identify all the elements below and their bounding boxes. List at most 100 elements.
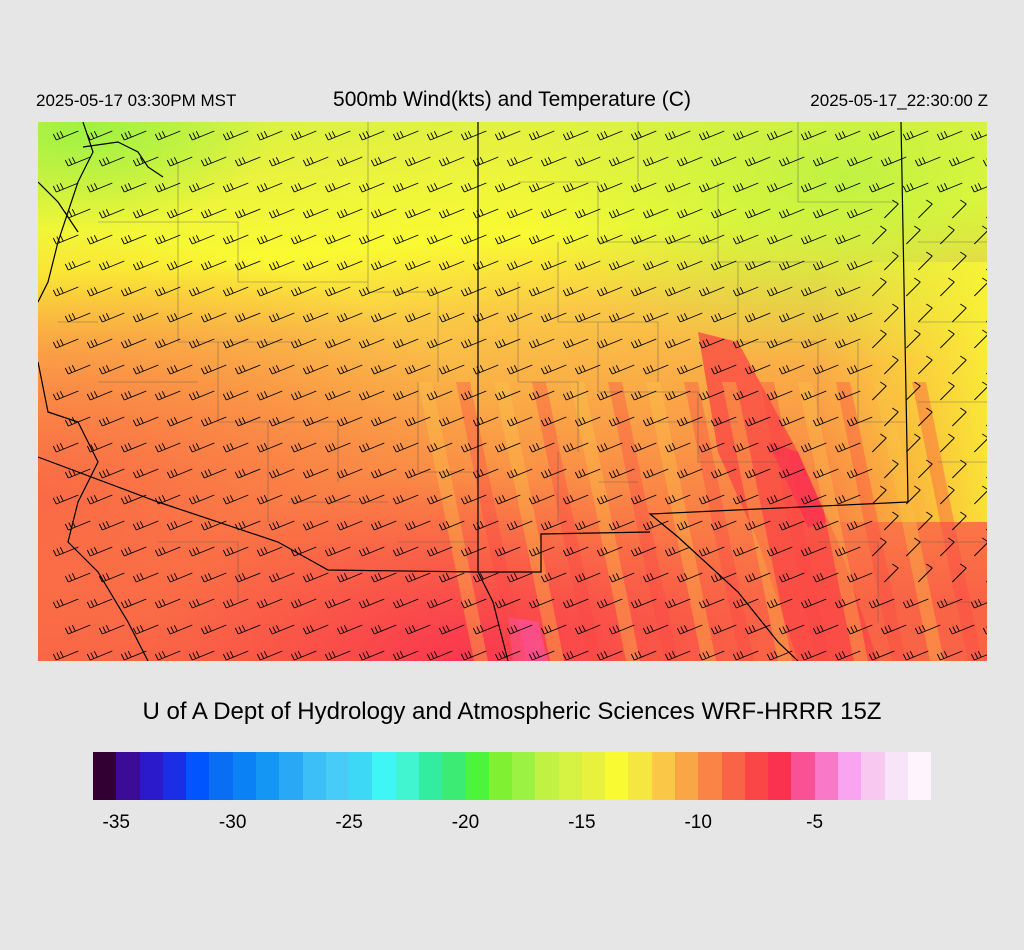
wind-barb — [812, 416, 839, 427]
wind-barb — [64, 468, 91, 479]
wind-barb — [120, 546, 147, 557]
wind-barb — [358, 234, 385, 245]
wind-barb — [812, 156, 839, 167]
wind-barb — [574, 312, 601, 323]
wind-barb — [200, 208, 227, 219]
wind-barb — [812, 468, 839, 479]
wind-barb — [846, 208, 873, 219]
wind-barb — [540, 624, 567, 635]
wind-barb — [426, 546, 453, 557]
wind-barb — [664, 546, 691, 557]
wind-barb — [426, 598, 453, 609]
wind-barb — [914, 156, 941, 167]
wind-barb — [871, 537, 887, 557]
wind-barb — [132, 312, 159, 323]
colorbar-swatch — [465, 752, 489, 800]
wind-barb — [200, 364, 227, 375]
wind-barb — [438, 624, 465, 635]
wind-barb — [200, 624, 227, 635]
wind-barb — [392, 286, 419, 297]
wind-barb — [630, 390, 657, 401]
wind-barb — [698, 494, 725, 505]
wind-barb — [642, 156, 669, 167]
wind-barb — [540, 416, 567, 427]
wind-barb — [710, 312, 737, 323]
wind-barb — [698, 130, 725, 141]
wind-barb — [800, 650, 827, 661]
wind-barb — [166, 416, 193, 427]
wind-barb — [120, 286, 147, 297]
wind-barb — [664, 598, 691, 609]
wind-barb — [562, 234, 589, 245]
wind-barb — [676, 572, 703, 583]
wind-barb — [188, 390, 215, 401]
wind-barb — [358, 494, 385, 505]
colorbar-swatch — [698, 752, 722, 800]
wind-barb — [98, 312, 125, 323]
wind-barb — [392, 650, 419, 661]
wind-barb — [868, 650, 895, 661]
wind-barb — [268, 468, 295, 479]
wind-barb — [939, 381, 955, 401]
wind-barb — [846, 520, 873, 531]
wind-barb — [710, 468, 737, 479]
wind-barb — [460, 494, 487, 505]
wind-barb — [744, 468, 771, 479]
wind-barb — [494, 546, 521, 557]
wind-barbs — [52, 130, 987, 661]
colorbar-swatch — [651, 752, 676, 800]
wind-barb — [460, 546, 487, 557]
wind-barb — [540, 468, 567, 479]
wind-barb — [664, 338, 691, 349]
wind-barb — [905, 433, 921, 453]
wind-barb — [222, 598, 249, 609]
wind-barb — [370, 260, 397, 271]
wind-barb — [608, 624, 635, 635]
wind-barb — [256, 182, 283, 193]
temperature-streak — [418, 382, 488, 661]
wind-barb — [698, 598, 725, 609]
wind-barb — [234, 364, 261, 375]
wind-barb — [676, 208, 703, 219]
wind-barb — [494, 182, 521, 193]
wind-barb — [154, 546, 181, 557]
wind-barb — [902, 598, 929, 609]
wind-barb — [472, 572, 499, 583]
wind-barb — [608, 572, 635, 583]
wind-barb — [698, 650, 725, 661]
wind-barb — [951, 251, 967, 271]
wind-barb — [154, 390, 181, 401]
wind-barb — [951, 355, 967, 375]
wind-barb — [800, 130, 827, 141]
wind-barb — [132, 572, 159, 583]
weather-map[interactable] — [38, 122, 987, 661]
wind-barb — [256, 650, 283, 661]
wind-barb — [596, 338, 623, 349]
wind-barb — [664, 494, 691, 505]
county-line — [717, 182, 818, 263]
wind-barb — [710, 520, 737, 531]
wind-barb — [846, 624, 873, 635]
wind-barb — [905, 277, 921, 297]
wind-barb — [766, 494, 793, 505]
wind-barb — [404, 312, 431, 323]
wind-barb — [812, 624, 839, 635]
wind-barb — [154, 598, 181, 609]
wind-barb — [936, 598, 963, 609]
wind-barb — [574, 468, 601, 479]
wind-barb — [732, 650, 759, 661]
wind-barb — [630, 234, 657, 245]
wind-barb — [744, 312, 771, 323]
wind-barb — [834, 650, 861, 661]
wind-barb — [939, 225, 955, 245]
wind-barb — [630, 650, 657, 661]
wind-barb — [392, 234, 419, 245]
colorbar-swatch — [861, 752, 885, 800]
wind-barb — [871, 433, 887, 453]
wind-barb — [438, 416, 465, 427]
wind-barb — [234, 156, 261, 167]
wind-barb — [834, 494, 861, 505]
temperature-colorbar — [93, 752, 932, 800]
wind-barb — [222, 234, 249, 245]
wind-barb — [336, 468, 363, 479]
